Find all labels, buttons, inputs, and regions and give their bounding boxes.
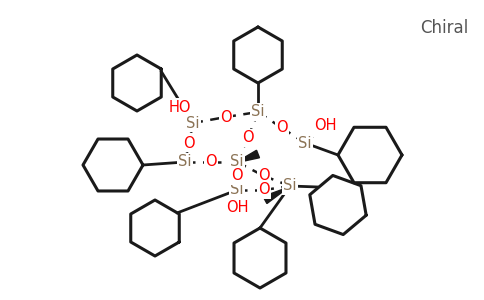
Text: OH: OH	[314, 118, 336, 134]
Text: O: O	[276, 121, 288, 136]
Text: O: O	[231, 169, 243, 184]
Text: Chiral: Chiral	[420, 19, 468, 37]
Text: Si: Si	[283, 178, 297, 194]
Text: O: O	[183, 136, 195, 151]
Text: O: O	[205, 154, 217, 169]
Text: Si: Si	[230, 182, 244, 197]
Text: O: O	[242, 130, 254, 146]
Text: O: O	[258, 182, 270, 197]
Text: O: O	[258, 169, 270, 184]
Text: Si: Si	[186, 116, 200, 130]
Text: Si: Si	[298, 136, 312, 151]
Text: Si: Si	[230, 154, 244, 169]
Polygon shape	[235, 150, 259, 163]
Text: OH: OH	[226, 200, 248, 215]
Text: HO: HO	[169, 100, 191, 115]
Polygon shape	[263, 187, 289, 203]
Text: Si: Si	[178, 154, 192, 169]
Text: O: O	[220, 110, 232, 124]
Text: Si: Si	[251, 104, 265, 119]
